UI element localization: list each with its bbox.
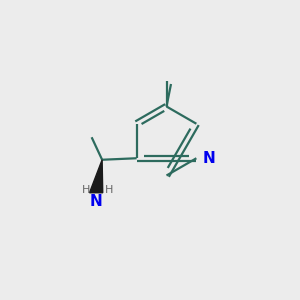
Text: H: H xyxy=(104,185,113,195)
Text: H: H xyxy=(82,185,91,195)
Polygon shape xyxy=(89,160,103,193)
Text: N: N xyxy=(203,151,216,166)
Text: N: N xyxy=(90,194,103,209)
